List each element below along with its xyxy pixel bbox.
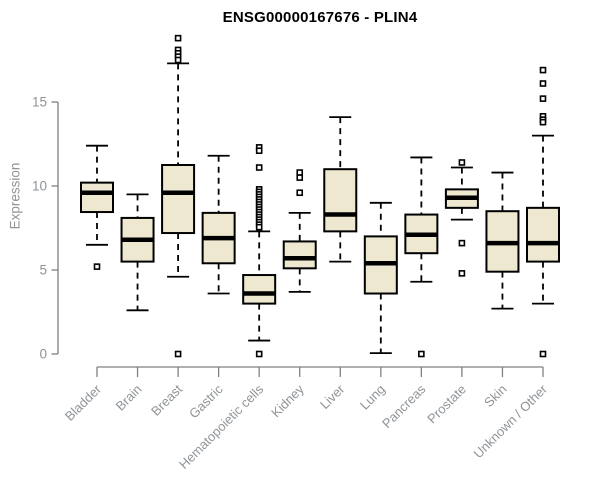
- x-label-brain: Brain: [113, 382, 145, 414]
- x-label-pancreas: Pancreas: [379, 381, 429, 431]
- outlier-kidney: [296, 189, 304, 197]
- outlier-hematopoietic-cells: [255, 223, 263, 231]
- y-tick-label-0: 0: [39, 347, 47, 362]
- boxplot-gastric: [201, 154, 236, 295]
- boxplot-hematopoietic-cells: [242, 144, 277, 358]
- outlier-bladder: [93, 263, 101, 270]
- x-label-breast: Breast: [148, 381, 185, 418]
- boxplot-breast: [161, 34, 196, 358]
- outlier-unknown-other: [539, 118, 547, 126]
- box-kidney: [282, 240, 317, 270]
- y-tick-label-5: 5: [39, 263, 47, 278]
- boxplot-bladder: [80, 144, 114, 270]
- outlier-unknown-other: [539, 80, 547, 87]
- outlier-breast: [174, 350, 182, 358]
- boxplot-skin: [485, 171, 520, 310]
- outlier-kidney: [296, 174, 304, 181]
- boxplot-liver: [323, 116, 358, 263]
- x-label-skin: Skin: [481, 382, 509, 410]
- boxplot-pancreas: [404, 156, 439, 358]
- outlier-pancreas: [418, 350, 425, 358]
- x-label-prostate: Prostate: [424, 382, 469, 427]
- outlier-prostate: [458, 159, 466, 166]
- chart-title: ENSG00000167676 - PLIN4: [222, 9, 418, 26]
- boxplot-brain: [120, 193, 155, 312]
- x-label-kidney: Kidney: [268, 381, 307, 420]
- boxplot-lung: [363, 201, 398, 355]
- boxplot-prostate: [444, 159, 479, 277]
- outlier-breast: [174, 34, 182, 42]
- outlier-unknown-other: [539, 66, 547, 74]
- box-hematopoietic-cells: [242, 274, 277, 305]
- boxplot-kidney: [282, 169, 317, 293]
- outlier-prostate: [458, 239, 466, 247]
- outlier-hematopoietic-cells: [255, 350, 263, 358]
- outlier-unknown-other: [539, 95, 547, 102]
- outlier-unknown-other: [539, 350, 547, 358]
- x-label-lung: Lung: [357, 382, 388, 413]
- box-bladder: [80, 181, 114, 214]
- y-tick-label-10: 10: [32, 179, 47, 194]
- outlier-hematopoietic-cells: [255, 147, 263, 155]
- x-label-liver: Liver: [317, 381, 348, 412]
- y-tick-label-15: 15: [32, 95, 47, 110]
- boxplot-unknown-other: [525, 66, 560, 358]
- box-breast: [161, 164, 196, 235]
- box-unknown-other: [525, 206, 560, 263]
- outlier-hematopoietic-cells: [255, 164, 263, 171]
- box-liver: [323, 168, 358, 233]
- outlier-prostate: [458, 270, 466, 277]
- x-label-gastric: Gastric: [186, 381, 226, 421]
- x-label-unknown-other: Unknown / Other: [471, 381, 551, 461]
- x-label-bladder: Bladder: [62, 381, 105, 424]
- outlier-breast: [174, 56, 182, 64]
